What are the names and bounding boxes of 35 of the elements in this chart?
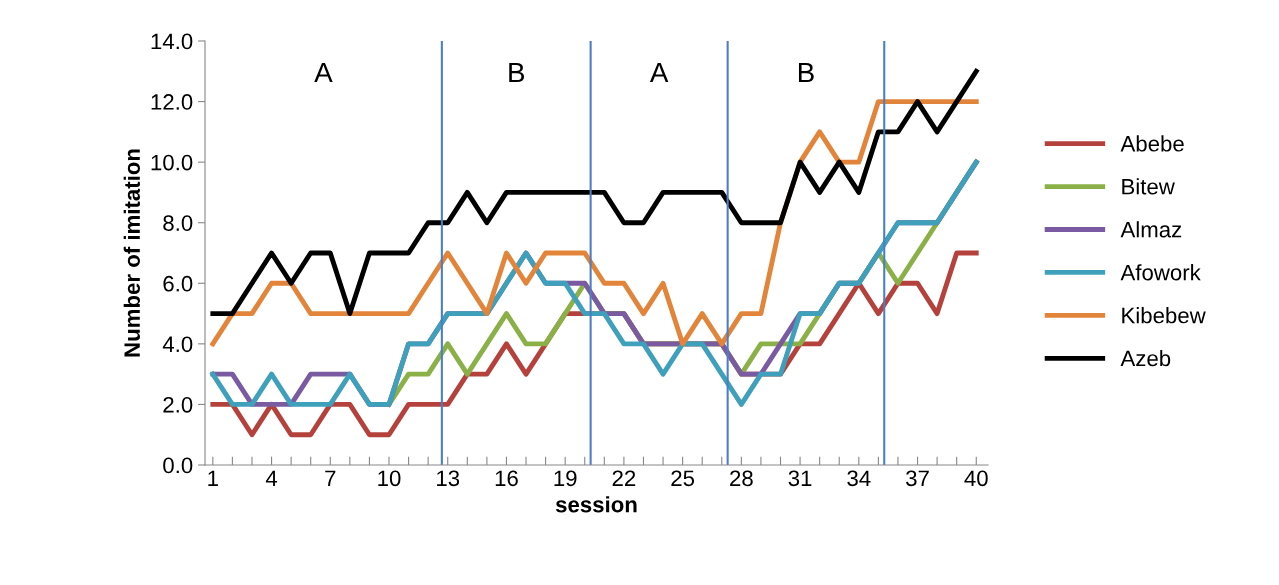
x-tick-label: 19 [554,470,577,487]
y-tick-label: 4.0 [162,336,193,353]
x-tick-label: 10 [378,470,401,487]
x-tick-label: 1 [208,470,218,486]
y-tick-label: 8.0 [163,215,193,231]
line-series [210,99,979,347]
x-axis-title: session [555,496,637,513]
x-tick-label: 16 [495,470,518,487]
x-tick-label: 40 [964,470,988,487]
x-tick-label: 28 [730,470,753,487]
y-axis-title: Number of imitation [123,149,140,357]
y-tick-label: 2.0 [163,396,193,413]
y-tick-label: 12.0 [151,94,193,110]
y-tick-label: 10.0 [151,154,193,171]
legend-label: Azeb [1120,349,1171,367]
legend-label: Bitew [1122,178,1175,195]
x-tick-label: 13 [437,470,460,487]
annotation: B [798,62,814,83]
x-tick-label: 7 [325,470,336,486]
y-tick-label: 14.0 [151,33,193,50]
y-tick-label: 0.0 [163,457,193,474]
annotation: A [314,62,333,83]
legend-label: Abebe [1120,135,1184,152]
x-tick-label: 31 [788,470,812,487]
x-tick-label: 22 [612,470,636,486]
legend-label: Almaz [1120,221,1182,238]
x-tick-label: 25 [671,470,695,487]
annotation: B [509,62,525,83]
x-tick-label: 4 [265,470,278,486]
annotation: A [649,62,669,83]
x-tick-label: 34 [847,470,871,487]
x-tick-label: 37 [906,470,929,487]
legend-label: Kibebew [1122,307,1206,324]
legend-label: Afowork [1120,264,1201,281]
y-tick-label: 6.0 [163,275,193,292]
